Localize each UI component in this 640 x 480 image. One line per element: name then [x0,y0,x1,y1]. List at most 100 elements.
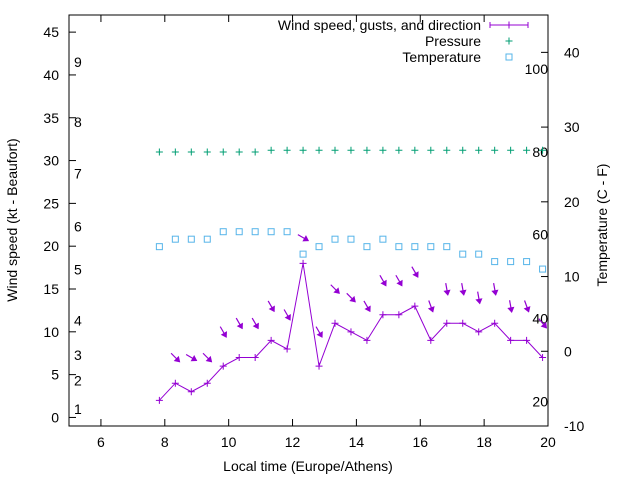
temperature-point [427,243,435,251]
wind-point [539,354,547,361]
legend-marker-temperature [505,53,513,61]
beaufort-scale: 1 2 3 4 5 6 7 8 9 [74,54,82,417]
temperature-point [523,258,531,266]
fahrenheit-label: 60 [532,227,548,243]
gust-arrow-head [349,295,356,303]
beaufort-label: 2 [74,373,82,389]
temperature-point [395,243,403,251]
gust-arrow-head [252,322,259,330]
pressure-point [411,146,419,154]
temperature-point [475,250,483,258]
x-tick-label: 6 [97,434,105,450]
wind-point [347,328,355,336]
x-tick-label: 12 [285,434,301,450]
wind-point [379,311,387,319]
y-tick-label: 30 [43,153,59,169]
gust-arrow-head [316,331,323,338]
wind-point [427,336,435,344]
temperature-point [411,243,419,251]
gust-arrow-head [380,279,387,287]
temperature-point [235,228,243,236]
wind-series [155,259,547,404]
beaufort-label: 7 [74,165,82,181]
gust-arrow-head [507,306,515,313]
legend-label-temperature: Temperature [402,49,481,65]
fahrenheit-label: 80 [532,144,548,160]
pressure-point [267,146,275,154]
temperature-point [267,228,275,236]
y2-tick-label: 20 [564,194,580,210]
y-tick-label: 20 [43,238,59,254]
fahrenheit-label: 40 [532,310,548,326]
legend-marker-pressure [505,37,513,45]
pressure-point [187,148,195,156]
gust-arrow-head [491,289,499,296]
y2-axis: -10 0 10 20 30 40 [541,44,584,434]
beaufort-label: 5 [74,261,82,277]
gust-arrow-head [427,306,435,313]
wind-point [331,319,339,327]
pressure-point [443,146,451,154]
plot-border [68,14,549,427]
pressure-point [475,146,483,154]
wind-point [363,336,371,344]
pressure-point [507,146,515,154]
gust-arrow-head [284,314,291,321]
wind-point [315,362,323,370]
y-tick-label: 25 [43,195,59,211]
gust-arrow-head [333,287,340,294]
pressure-point [203,148,211,156]
pressure-point [171,148,179,156]
temperature-point [379,235,387,243]
temperature-point [203,235,211,243]
gust-arrow-head [396,279,403,287]
temperature-point [507,258,515,266]
y2-axis-label: Temperature (C - F) [594,164,610,287]
temperature-point [443,243,451,251]
legend: Wind speed, gusts, and directionPressure… [278,17,529,65]
temperature-point [187,235,195,243]
wind-point [507,336,515,344]
temperature-point [459,250,467,258]
temperature-series [155,228,547,273]
gust-arrow-head [220,331,227,338]
wind-point [459,319,467,327]
wind-point [251,354,259,361]
temperature-point [219,228,227,236]
wind-point [171,379,179,387]
plot-frame [68,14,549,427]
y-axis: 0 5 10 15 20 25 30 35 40 45 [43,24,76,425]
temperature-point [251,228,259,236]
wind-point [475,328,483,336]
y-tick-label: 15 [43,281,59,297]
fahrenheit-scale: 100 80 60 40 20 [525,61,549,410]
y-tick-label: 40 [43,67,59,83]
wind-point [283,345,291,353]
pressure-point [331,146,339,154]
beaufort-label: 4 [74,313,82,329]
gust-arrow-head [412,271,419,278]
temperature-point [283,228,291,236]
wind-point [187,388,195,396]
gust-arrow-head [190,355,198,362]
gust-arrow-head [302,235,310,242]
gust-arrow-head [475,298,483,305]
gust-arrow-head [173,355,181,363]
legend-label-wind: Wind speed, gusts, and direction [278,17,481,33]
pressure-point [491,146,499,154]
wind-point [267,336,275,344]
pressure-point [283,146,291,154]
y-axis-label: Wind speed (kt - Beaufort) [4,138,20,301]
pressure-point [427,146,435,154]
pressure-point [539,146,547,154]
temperature-point [363,243,371,251]
y2-tick-label: 0 [564,343,572,359]
wind-point [395,311,403,319]
series-layer [155,146,548,404]
wind-point [203,379,211,387]
pressure-point [299,146,307,154]
legend-label-pressure: Pressure [425,33,481,49]
y-tick-label: 35 [43,110,59,126]
temperature-point [171,235,179,243]
gust-arrow-head [268,305,275,313]
